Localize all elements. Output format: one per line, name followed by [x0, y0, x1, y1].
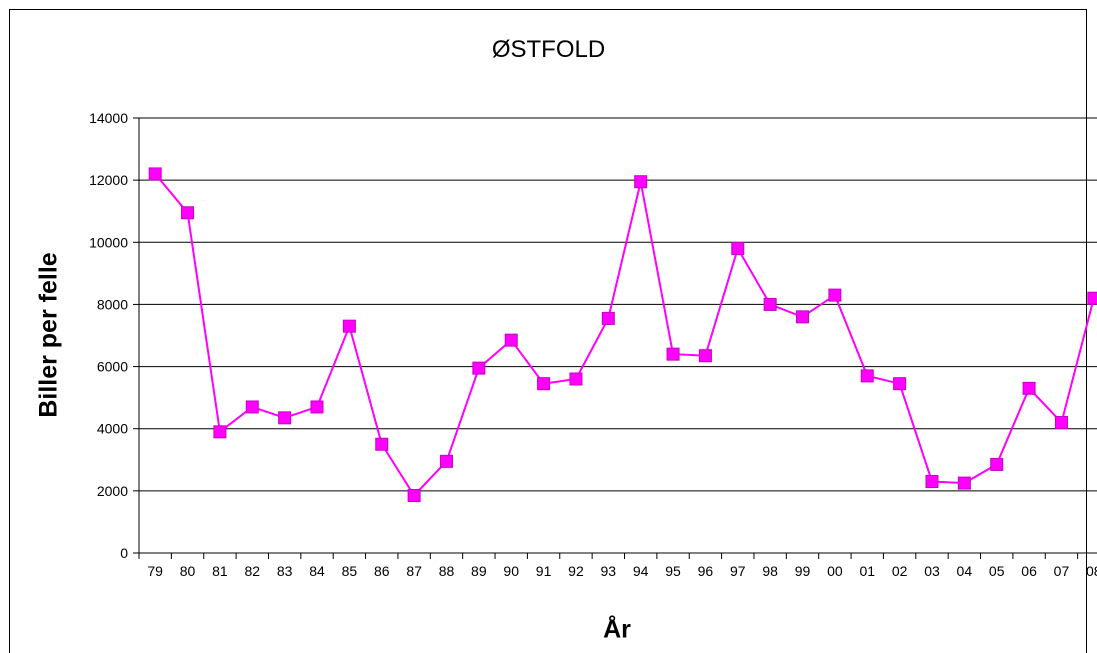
x-tick-label: 88: [439, 563, 455, 579]
x-tick-label: 94: [633, 563, 649, 579]
data-point: [181, 206, 195, 220]
chart-frame: [9, 9, 1087, 653]
data-point: [731, 242, 745, 255]
data-point: [504, 333, 518, 347]
series-line: [154, 173, 1095, 498]
x-tick-label: 04: [957, 563, 973, 579]
x-tick-label: 00: [827, 563, 843, 579]
data-point: [634, 175, 648, 189]
y-tick-label: 0: [120, 545, 128, 561]
data-point: [990, 457, 1004, 471]
x-tick-label: 03: [924, 563, 940, 579]
data-point: [828, 288, 842, 302]
x-tick-label: 95: [665, 563, 681, 579]
y-tick-label: 12000: [89, 172, 128, 188]
data-point: [213, 425, 227, 439]
data-point: [893, 377, 907, 391]
x-tick-label: 79: [147, 563, 163, 579]
data-point: [796, 310, 810, 324]
x-tick-label: 01: [859, 563, 875, 579]
x-tick-label: 83: [277, 563, 293, 579]
y-tick-label: 6000: [97, 359, 128, 375]
x-tick-label: 90: [503, 563, 519, 579]
data-point: [1054, 416, 1068, 429]
data-point: [245, 400, 259, 414]
data-point: [957, 476, 971, 490]
data-point: [1022, 381, 1036, 395]
x-tick-label: 02: [892, 563, 908, 579]
x-tick-label: 05: [989, 563, 1005, 579]
y-tick-label: 8000: [97, 296, 128, 312]
y-tick-label: 2000: [97, 483, 128, 499]
data-point: [569, 372, 583, 386]
x-tick-label: 07: [1054, 563, 1070, 579]
data-point: [375, 437, 389, 451]
data-point: [472, 361, 486, 375]
y-tick-label: 14000: [89, 110, 128, 126]
x-axis-label: År: [603, 615, 631, 644]
x-tick-label: 99: [795, 563, 811, 579]
y-tick-label: 10000: [89, 234, 128, 250]
data-point: [860, 369, 874, 383]
data-point: [342, 319, 356, 333]
x-tick-label: 92: [568, 563, 584, 579]
data-point: [925, 475, 939, 489]
x-tick-label: 06: [1021, 563, 1037, 579]
x-tick-label: 84: [309, 563, 325, 579]
data-point: [666, 347, 680, 361]
x-tick-label: 93: [601, 563, 617, 579]
x-tick-label: 82: [244, 563, 260, 579]
data-point: [148, 167, 162, 181]
data-point: [698, 349, 712, 363]
data-point: [1087, 291, 1097, 305]
x-tick-label: 96: [698, 563, 714, 579]
x-tick-label: 80: [180, 563, 196, 579]
x-tick-label: 87: [406, 563, 422, 579]
data-point: [278, 411, 292, 425]
x-tick-label: 85: [342, 563, 358, 579]
x-tick-label: 08: [1086, 563, 1097, 579]
x-tick-label: 81: [212, 563, 228, 579]
data-point: [601, 311, 615, 325]
data-point: [763, 297, 777, 311]
chart-title: ØSTFOLD: [491, 36, 606, 63]
x-tick-label: 97: [730, 563, 746, 579]
data-point: [407, 489, 421, 503]
x-tick-label: 91: [536, 563, 552, 579]
x-tick-label: 98: [762, 563, 778, 579]
data-point: [537, 377, 551, 391]
data-point: [310, 400, 324, 414]
y-tick-label: 4000: [97, 421, 128, 437]
data-point: [439, 454, 453, 468]
x-tick-label: 89: [471, 563, 487, 579]
x-tick-label: 86: [374, 563, 390, 579]
